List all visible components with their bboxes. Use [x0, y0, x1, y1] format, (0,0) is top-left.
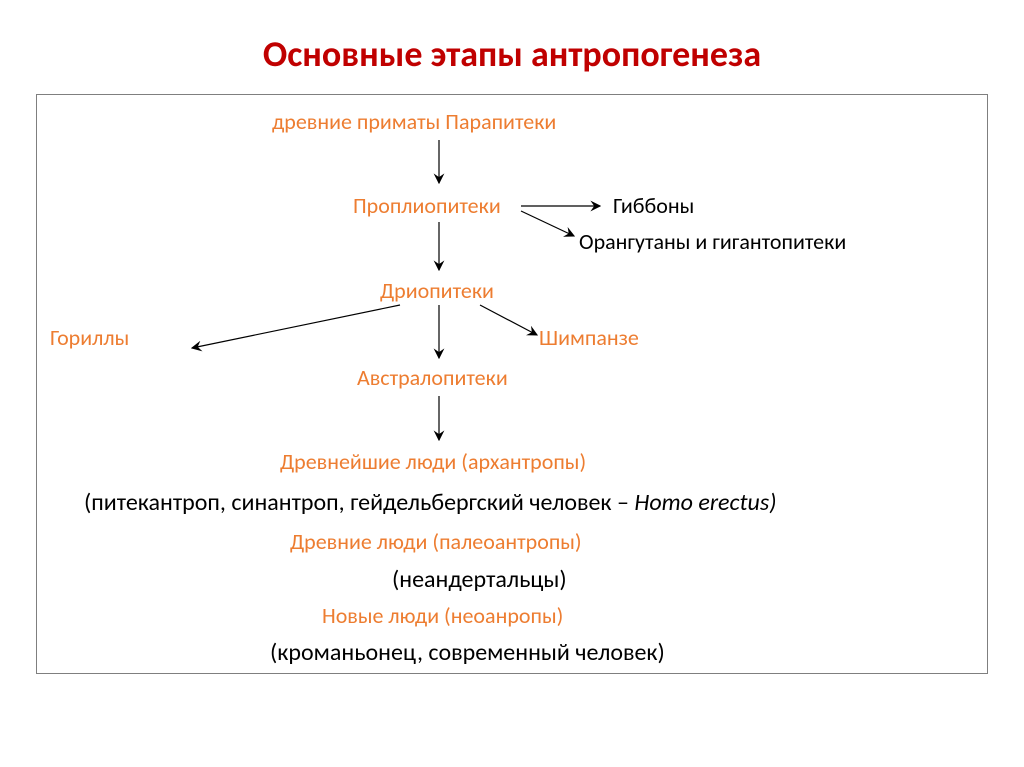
- node-neandertal: (неандертальцы): [392, 565, 567, 594]
- node-driopiteki: Дриопитеки: [380, 277, 494, 304]
- node-paleoantropy: Древние люди (палеоантропы): [290, 528, 582, 555]
- node-parapiteki: древние приматы Парапитеки: [272, 108, 556, 135]
- node-gorilly: Гориллы: [50, 324, 129, 351]
- node-pitekantrop: (питекантроп, синантроп, гейдельбергский…: [84, 488, 776, 517]
- node-propliopiteki: Проплиопитеки: [353, 192, 501, 219]
- node-avstralo: Австралопитеки: [357, 364, 508, 391]
- title-text: Основные этапы антропогенеза: [263, 32, 761, 76]
- node-kromanon: (кроманьонец, современный человек): [270, 638, 665, 667]
- node-archantropy: Древнейшие люди (архантропы): [280, 448, 586, 475]
- node-neoantropy: Новые люди (неоанропы): [322, 602, 563, 629]
- node-shimpanze: Шимпанзе: [539, 324, 639, 351]
- slide-title: Основные этапы антропогенеза: [0, 32, 1024, 76]
- node-gibbony: Гиббоны: [613, 192, 694, 219]
- node-orangutany: Орангутаны и гигантопитеки: [579, 228, 846, 255]
